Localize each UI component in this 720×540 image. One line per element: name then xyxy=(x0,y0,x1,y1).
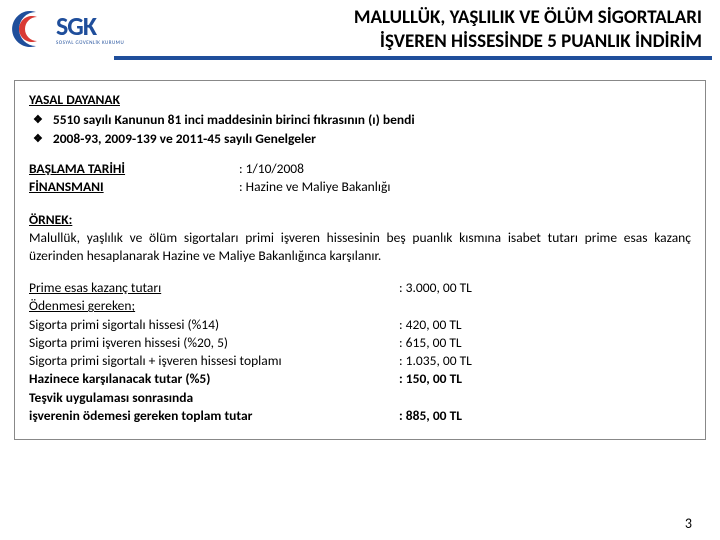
title-line-1: MALULLÜK, YAŞLILIK VE ÖLÜM SİGORTALARI xyxy=(124,6,702,30)
legal-item-text: 2008-93, 2009-139 ve 2011-45 sayılı Gene… xyxy=(53,130,316,148)
start-date-value: 1/10/2008 xyxy=(239,160,304,178)
start-date-row: BAŞLAMA TARİHİ 1/10/2008 xyxy=(29,160,691,178)
amount-row: Sigorta primi işveren hissesi (%20, 5)61… xyxy=(29,334,691,352)
legal-heading: YASAL DAYANAK xyxy=(29,91,691,109)
amount-row: Ödenmesi gereken; xyxy=(29,297,691,315)
legal-item: 5510 sayılı Kanunun 81 inci maddesinin b… xyxy=(29,111,691,129)
finance-value: Hazine ve Maliye Bakanlığı xyxy=(239,178,390,196)
logo-text-block: SGK SOSYAL GÜVENLİK KURUMU xyxy=(56,13,124,46)
amount-value: 615, 00 TL xyxy=(399,334,462,352)
amount-final-label2: işverenin ödemesi gereken toplam tutar xyxy=(29,407,399,425)
amount-value: 3.000, 00 TL xyxy=(399,279,472,297)
amount-final-label1: Teşvik uygulaması sonrasında xyxy=(29,389,399,407)
legal-list: 5510 sayılı Kanunun 81 inci maddesinin b… xyxy=(29,111,691,148)
finance-label: FİNANSMANI xyxy=(29,178,239,196)
amount-label: Sigorta primi işveren hissesi (%20, 5) xyxy=(29,334,399,352)
amount-label: Ödenmesi gereken; xyxy=(29,297,399,315)
start-date-label: BAŞLAMA TARİHİ xyxy=(29,160,239,178)
page-number: 3 xyxy=(685,515,692,532)
title-underline xyxy=(114,56,712,60)
amount-label: Hazinece karşılanacak tutar (%5) xyxy=(29,370,399,388)
amount-value: 150, 00 TL xyxy=(399,370,462,388)
amount-final-row: işverenin ödemesi gereken toplam tutar :… xyxy=(29,407,691,425)
amount-final-value: : 885, 00 TL xyxy=(399,407,462,425)
amount-final-row: Teşvik uygulaması sonrasında xyxy=(29,389,691,407)
finance-row: FİNANSMANI Hazine ve Maliye Bakanlığı xyxy=(29,178,691,196)
amount-row: Hazinece karşılanacak tutar (%5)150, 00 … xyxy=(29,370,691,388)
amount-row: Sigorta primi sigortalı + işveren hisses… xyxy=(29,352,691,370)
amount-label: Sigorta primi sigortalı hissesi (%14) xyxy=(29,316,399,334)
amounts-list: Prime esas kazanç tutarı3.000, 00 TLÖden… xyxy=(29,279,691,425)
amount-label: Sigorta primi sigortalı + işveren hisses… xyxy=(29,352,399,370)
crescent-icon xyxy=(10,8,52,50)
title-line-2: İŞVEREN HİSSESİNDE 5 PUANLIK İNDİRİM xyxy=(124,30,702,54)
sgk-logo: SGK SOSYAL GÜVENLİK KURUMU xyxy=(10,8,124,50)
content-box: YASAL DAYANAK 5510 sayılı Kanunun 81 inc… xyxy=(14,80,706,441)
title-block: MALULLÜK, YAŞLILIK VE ÖLÜM SİGORTALARI İ… xyxy=(124,6,710,60)
example-heading: ÖRNEK: xyxy=(29,211,72,228)
amount-label: Prime esas kazanç tutarı xyxy=(29,279,399,297)
header: SGK SOSYAL GÜVENLİK KURUMU MALULLÜK, YAŞ… xyxy=(0,0,720,60)
logo-text: SGK xyxy=(56,13,124,39)
legal-item: 2008-93, 2009-139 ve 2011-45 sayılı Gene… xyxy=(29,130,691,148)
example-text: Malullük, yaşlılık ve ölüm sigortaları p… xyxy=(29,229,691,264)
logo-subtitle: SOSYAL GÜVENLİK KURUMU xyxy=(56,40,124,46)
legal-item-text: 5510 sayılı Kanunun 81 inci maddesinin b… xyxy=(53,111,415,129)
amount-value: 1.035, 00 TL xyxy=(399,352,472,370)
amount-value: 420, 00 TL xyxy=(399,316,462,334)
example-block: ÖRNEK: Malullük, yaşlılık ve ölüm sigort… xyxy=(29,211,691,266)
amount-row: Sigorta primi sigortalı hissesi (%14)420… xyxy=(29,316,691,334)
amount-row: Prime esas kazanç tutarı3.000, 00 TL xyxy=(29,279,691,297)
